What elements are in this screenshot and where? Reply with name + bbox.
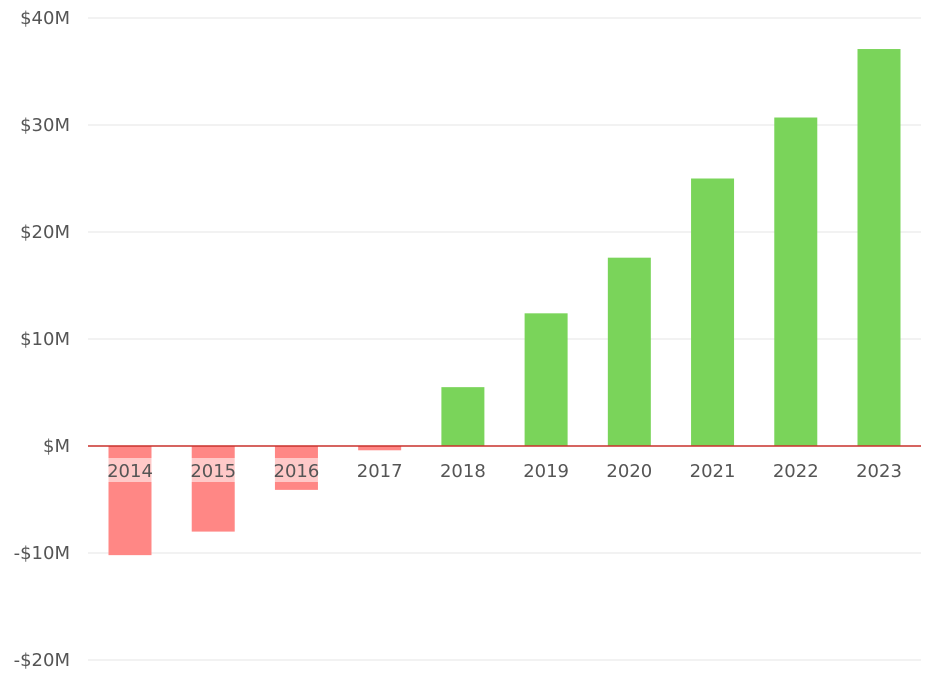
bar-2022 (774, 117, 818, 446)
y-tick-label: $40M (20, 8, 70, 29)
x-tick-label: 2023 (856, 461, 902, 482)
bar-2017 (358, 446, 402, 451)
bar-2021 (691, 178, 735, 446)
x-tick-label: 2018 (440, 461, 486, 482)
y-tick-label: -$10M (14, 543, 70, 564)
gridlines (88, 17, 921, 661)
x-axis-labels: 2014 2015 2016 2017 2018 2019 2020 2021 2022 2023 (107, 458, 902, 482)
x-tick-label: 2017 (357, 461, 403, 482)
bar-2019 (524, 313, 568, 446)
x-tick-label: 2020 (606, 461, 652, 482)
x-tick-label: 2015 (190, 461, 236, 482)
y-axis-ticks: $40M $30M $20M $10M $M -$10M -$20M (14, 8, 70, 671)
x-label-backdrop (108, 458, 152, 482)
x-tick-label: 2019 (523, 461, 569, 482)
x-tick-label: 2022 (773, 461, 819, 482)
y-tick-label: $20M (20, 222, 70, 243)
bar-2018 (441, 387, 485, 446)
bar-2023 (857, 49, 901, 446)
y-tick-label: $30M (20, 115, 70, 136)
y-tick-label: -$20M (14, 650, 70, 671)
y-tick-label: $M (43, 436, 70, 457)
x-tick-label: 2016 (274, 461, 320, 482)
x-tick-label: 2014 (107, 461, 153, 482)
x-label-backdrop (191, 458, 236, 482)
y-tick-label: $10M (20, 329, 70, 350)
bar-2020 (607, 257, 651, 446)
x-tick-label: 2021 (690, 461, 736, 482)
x-label-backdrop (274, 458, 319, 482)
